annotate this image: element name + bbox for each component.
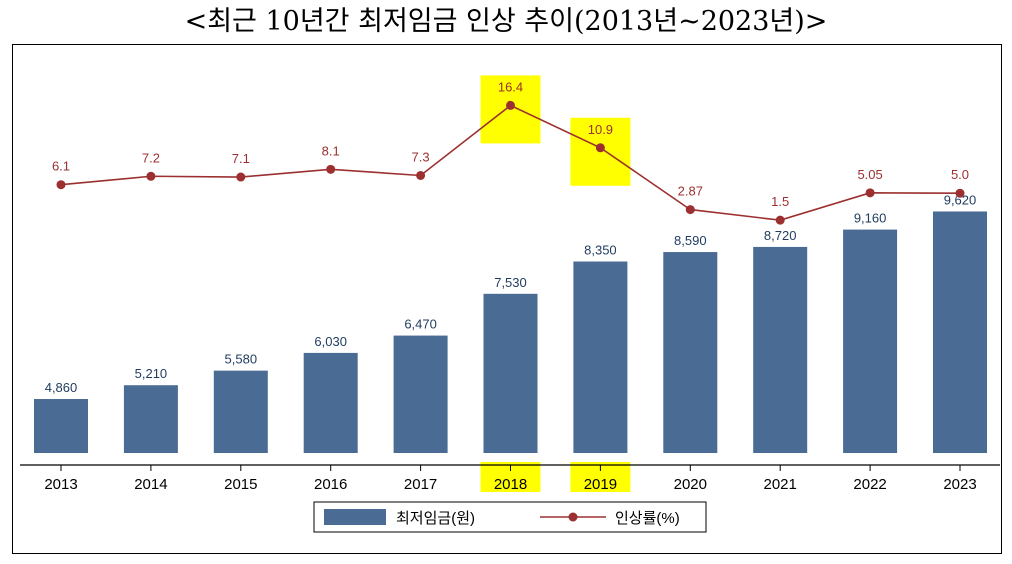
bar-label-2014: 5,210 <box>135 366 168 381</box>
rate-label-2014: 7.2 <box>142 150 160 165</box>
bar-label-2023: 9,620 <box>944 192 977 207</box>
rate-label-2016: 8.1 <box>322 143 340 158</box>
bar-label-2019: 8,350 <box>584 243 617 258</box>
x-tick-label-2022: 2022 <box>853 476 886 493</box>
rate-label-2018: 16.4 <box>498 79 523 94</box>
bar-label-2016: 6,030 <box>314 334 347 349</box>
rate-label-2017: 7.3 <box>412 149 430 164</box>
x-tick-label-2019: 2019 <box>584 476 617 493</box>
x-tick-label-2020: 2020 <box>674 476 707 493</box>
x-tick-label-2021: 2021 <box>764 476 797 493</box>
legend-label-line: 인상률(%) <box>615 510 680 527</box>
x-tick-label-2014: 2014 <box>134 476 167 493</box>
bar-2021 <box>753 246 808 453</box>
bar-2018 <box>483 293 538 453</box>
rate-point-2015 <box>236 172 246 182</box>
bar-label-2022: 9,160 <box>854 211 887 226</box>
bar-2014 <box>123 385 178 453</box>
rate-label-2023: 5.0 <box>951 167 969 182</box>
rate-label-2020: 2.87 <box>678 184 703 199</box>
bar-2017 <box>393 335 448 453</box>
bar-2015 <box>213 370 268 453</box>
rate-point-2019 <box>595 143 605 153</box>
bar-2022 <box>843 229 898 453</box>
bar-2020 <box>663 252 718 453</box>
x-tick-label-2015: 2015 <box>224 476 257 493</box>
bar-label-2013: 4,860 <box>45 380 78 395</box>
legend-swatch-bar <box>324 509 386 525</box>
x-tick-label-2013: 2013 <box>44 476 77 493</box>
bar-label-2020: 8,590 <box>674 233 707 248</box>
rate-point-2020 <box>685 205 695 215</box>
rate-point-2014 <box>146 171 156 181</box>
legend-label-bar: 최저임금(원) <box>396 510 475 527</box>
bar-label-2021: 8,720 <box>764 228 797 243</box>
rate-point-2013 <box>56 180 66 190</box>
chart-title: <최근 10년간 최저임금 인상 추이(2013년~2023년)> <box>184 6 828 37</box>
rate-point-2017 <box>416 170 426 180</box>
rate-point-2022 <box>865 188 875 198</box>
rate-label-2013: 6.1 <box>52 159 70 174</box>
rate-label-2015: 7.1 <box>232 151 250 166</box>
bar-label-2015: 5,580 <box>225 352 258 367</box>
rate-label-2022: 5.05 <box>857 167 882 182</box>
rate-label-2021: 1.5 <box>771 194 789 209</box>
bar-2019 <box>573 261 628 453</box>
bar-label-2018: 7,530 <box>494 275 527 290</box>
bar-2016 <box>303 352 358 453</box>
x-tick-label-2018: 2018 <box>494 476 527 493</box>
rate-label-2019: 10.9 <box>588 122 613 137</box>
x-tick-label-2017: 2017 <box>404 476 437 493</box>
rate-point-2021 <box>775 215 785 225</box>
rate-point-2023 <box>955 188 965 198</box>
rate-point-2018 <box>506 100 515 110</box>
x-tick-label-2016: 2016 <box>314 476 347 493</box>
x-tick-label-2023: 2023 <box>943 476 976 493</box>
rate-point-2016 <box>326 164 336 174</box>
legend-swatch-point <box>568 512 578 522</box>
chart-frame <box>12 44 1002 554</box>
bar-2013 <box>34 399 88 453</box>
bar-2023 <box>933 211 987 453</box>
bar-label-2017: 6,470 <box>404 317 437 332</box>
